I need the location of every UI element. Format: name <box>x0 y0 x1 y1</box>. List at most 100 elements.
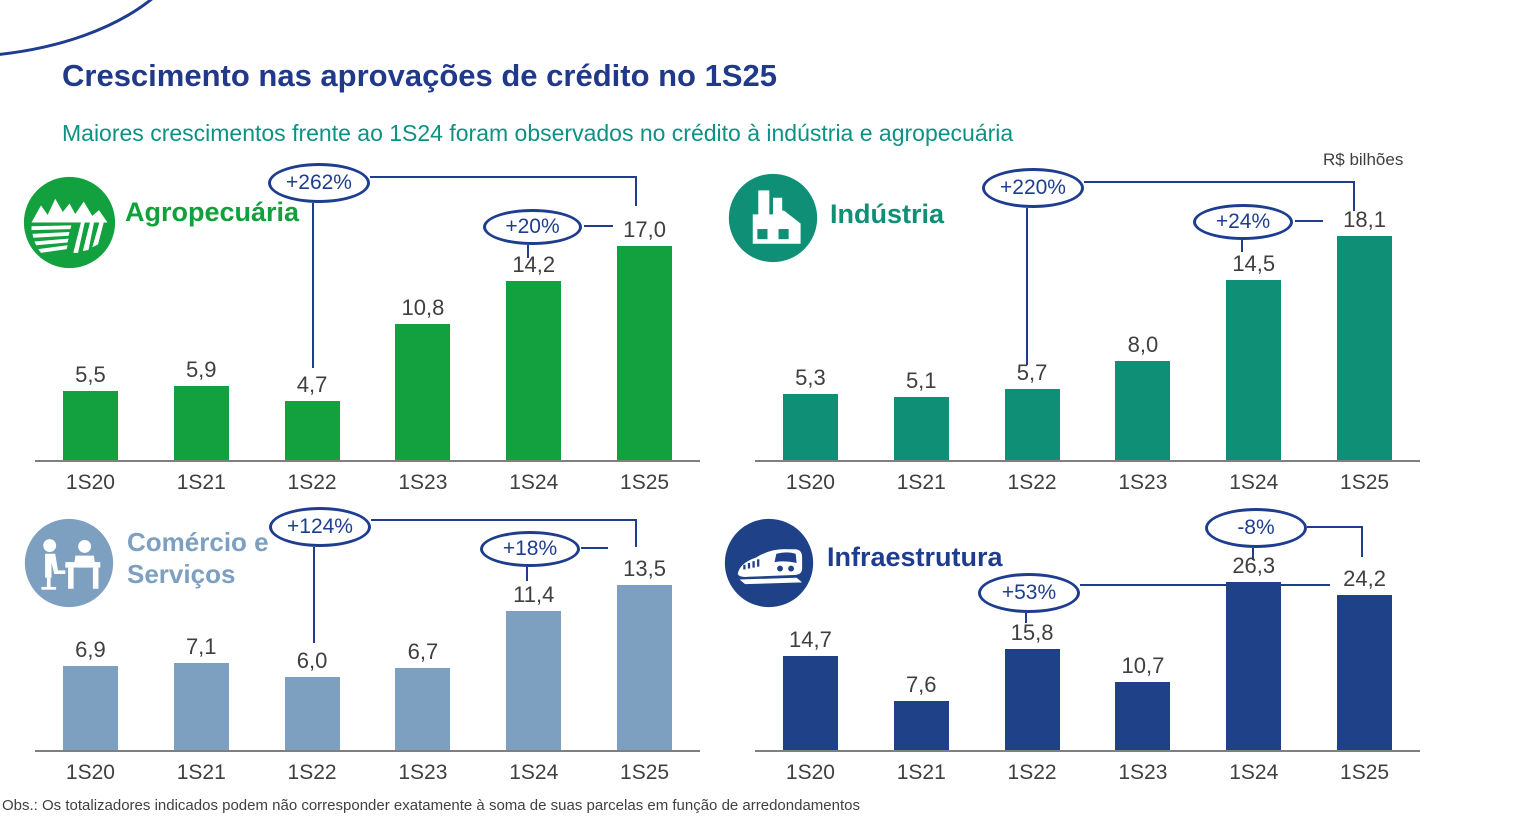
bar-value-label: 7,6 <box>905 672 937 697</box>
bar-value-label: 13,5 <box>623 556 666 581</box>
category-label: 1S20 <box>785 471 835 494</box>
bar-column: 5,1 1S21 <box>866 160 977 505</box>
bar-column: 10,7 1S23 <box>1087 505 1198 803</box>
connector-line <box>1252 548 1254 560</box>
category-label: 1S20 <box>65 471 115 494</box>
bar-value-label: 26,3 <box>1232 553 1276 578</box>
category-cell: 1S25 <box>620 750 669 803</box>
bar-column: 5,9 1S21 <box>146 160 257 505</box>
bar <box>1115 682 1171 750</box>
chart-industria: Indústria +220% +24% 5,3 1S20 5,1 1S21 5,7 1S… <box>728 160 1420 505</box>
category-label: 1S24 <box>1229 761 1279 784</box>
bar-column: 7,6 1S21 <box>866 505 977 803</box>
sector-title-industria: Indústria <box>830 199 945 229</box>
category-label: 1S22 <box>287 471 337 494</box>
bar-value-label: 5,7 <box>1016 360 1048 385</box>
bar-plot: 5,5 1S20 5,9 1S21 4,7 1S22 10,8 1S23 14,2 1S24 17,… <box>35 160 700 505</box>
bar-column: 5,5 1S20 <box>35 160 146 505</box>
bar <box>284 677 340 750</box>
bar <box>1004 389 1060 460</box>
category-cell: 1S20 <box>786 750 835 803</box>
connector-line <box>371 519 637 521</box>
category-label: 1S21 <box>176 471 226 494</box>
growth-badge-1s22-1s25: +220% <box>982 168 1084 208</box>
category-cell: 1S21 <box>897 750 946 803</box>
category-label: 1S24 <box>509 761 559 784</box>
bar-column: 6,9 1S20 <box>35 505 146 803</box>
bar-column: 14,5 1S24 <box>1198 160 1309 505</box>
category-label: 1S22 <box>287 761 337 784</box>
connector-line <box>1361 526 1363 557</box>
bar-plot: 6,9 1S20 7,1 1S21 6,0 1S22 6,7 1S23 11,4 1S24 13,5… <box>35 505 700 803</box>
category-cell: 1S24 <box>509 750 558 803</box>
bar-plot: 5,3 1S20 5,1 1S21 5,7 1S22 8,0 1S23 14,5 1S24 18,1… <box>755 160 1420 505</box>
bar-column: 17,0 1S25 <box>589 160 700 505</box>
connector-line <box>527 245 529 258</box>
bar <box>782 394 838 460</box>
bar-plot: 14,7 1S20 7,6 1S21 15,8 1S22 10,7 1S23 26,3 1S24 2… <box>755 505 1420 803</box>
category-cell: 1S21 <box>177 460 226 505</box>
bar-value-label: 4,7 <box>296 372 328 397</box>
category-label: 1S23 <box>1118 761 1168 784</box>
category-cell: 1S21 <box>897 460 946 505</box>
bar-value-label: 5,5 <box>75 362 106 387</box>
bar-value-label: 5,1 <box>905 368 937 393</box>
connector-line <box>1025 613 1027 623</box>
bar-value-label: 6,9 <box>75 637 106 662</box>
sector-title-comercio-servicos: Comércio e Serviços <box>127 527 269 590</box>
category-label: 1S23 <box>398 471 448 494</box>
sector-title-agropecuaria: Agropecuária <box>125 197 300 227</box>
category-label: 1S23 <box>398 761 448 784</box>
category-label: 1S20 <box>65 761 115 784</box>
bar <box>1226 582 1282 750</box>
connector-line <box>526 567 528 581</box>
category-label: 1S20 <box>785 761 835 784</box>
x-axis-line <box>755 750 1420 752</box>
category-label: 1S25 <box>1340 471 1390 494</box>
growth-badge-1s24-1s25: +24% <box>1193 204 1293 240</box>
bar-column: 15,8 1S22 <box>977 505 1088 803</box>
category-label: 1S21 <box>896 761 946 784</box>
bar-column: 11,4 1S24 <box>478 505 589 803</box>
category-cell: 1S20 <box>66 460 115 505</box>
bar <box>173 663 229 750</box>
connector-line <box>313 547 315 643</box>
growth-badge-1s24-1s25: +18% <box>480 531 580 567</box>
connector-line <box>1241 240 1243 252</box>
chart-comercio-servicos: Comércio e Serviços +124% +18% 6,9 1S20 7,1… <box>24 505 700 803</box>
bar-column: 10,8 1S23 <box>367 160 478 505</box>
train-icon <box>724 518 814 608</box>
category-label: 1S24 <box>1229 471 1279 494</box>
category-cell: 1S21 <box>177 750 226 803</box>
growth-badge-1s24-1s25: -8% <box>1205 508 1307 548</box>
bar <box>62 391 118 460</box>
category-cell: 1S23 <box>398 460 447 505</box>
bar <box>173 386 229 460</box>
category-label: 1S25 <box>620 471 670 494</box>
bar-value-label: 10,8 <box>401 295 445 320</box>
bar-column: 6,7 1S23 <box>367 505 478 803</box>
connector-line <box>635 176 637 206</box>
connector-line <box>370 176 637 178</box>
bar-value-label: 15,8 <box>1010 620 1054 645</box>
category-cell: 1S22 <box>288 750 337 803</box>
bar-value-label: 17,0 <box>623 217 666 242</box>
connector-line <box>584 225 613 227</box>
bar <box>395 668 451 750</box>
commerce-services-icon <box>24 518 114 608</box>
bar <box>1337 236 1393 460</box>
bar-column: 6,0 1S22 <box>257 505 368 803</box>
bar-value-label: 8,0 <box>1127 332 1159 357</box>
category-cell: 1S25 <box>620 460 669 505</box>
bar-column: 24,2 1S25 <box>1309 505 1420 803</box>
category-cell: 1S20 <box>786 460 835 505</box>
bar-column: 7,1 1S21 <box>146 505 257 803</box>
chart-infraestrutura: Infraestrutura -8% +53% 14,7 1S20 7,6 1S21 1… <box>724 505 1420 803</box>
growth-badge-1s22-1s25: +262% <box>268 163 370 203</box>
category-cell: 1S22 <box>1008 750 1057 803</box>
bar <box>284 401 340 460</box>
growth-badge-1s22-1s25: +53% <box>978 573 1080 613</box>
category-label: 1S22 <box>1007 761 1057 784</box>
category-cell: 1S23 <box>398 750 447 803</box>
